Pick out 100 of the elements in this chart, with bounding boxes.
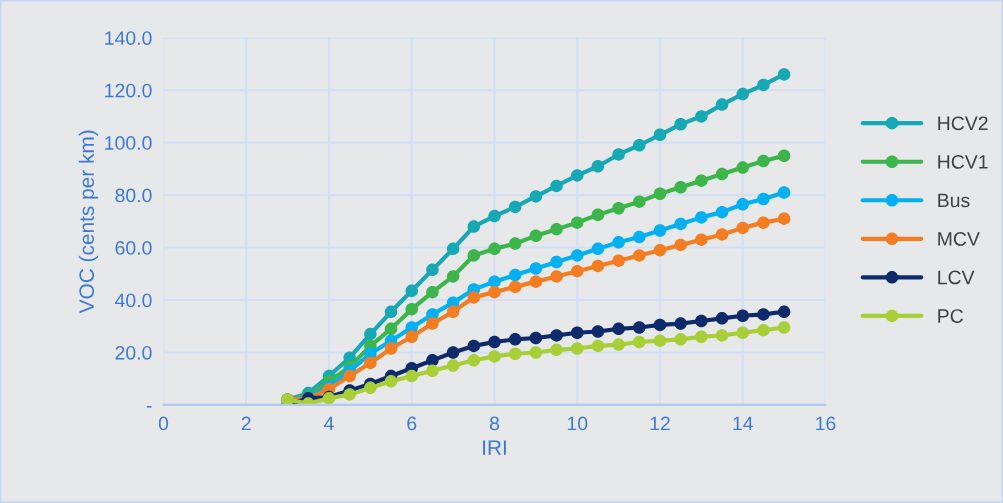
point (570, 342, 584, 355)
point (550, 179, 563, 193)
point (674, 217, 687, 231)
point (757, 78, 770, 92)
point (426, 285, 439, 299)
point (529, 190, 543, 203)
point (612, 254, 625, 267)
y-tick-label: 40.0 (114, 293, 152, 308)
x-tick-label: 16 (816, 416, 836, 431)
point (364, 327, 377, 341)
point (777, 186, 791, 199)
point (695, 110, 708, 123)
point (508, 333, 522, 346)
y-tick-label: 80.0 (115, 188, 152, 203)
point (757, 308, 770, 321)
y-tick-label: 100.0 (105, 136, 152, 150)
point (508, 237, 522, 250)
point (777, 321, 791, 334)
point (591, 339, 605, 353)
point (612, 236, 625, 249)
point (715, 329, 729, 342)
point (508, 280, 522, 294)
legend-label: LCV (938, 270, 975, 285)
point (633, 249, 646, 262)
point (446, 359, 460, 372)
point (653, 243, 667, 257)
point (467, 249, 481, 262)
point (653, 224, 667, 237)
point (446, 242, 460, 256)
legend-label: HCV2 (938, 116, 988, 131)
point (633, 139, 646, 152)
point (736, 221, 749, 235)
point (426, 364, 439, 378)
point (736, 87, 749, 101)
point (446, 270, 460, 283)
y-axis-title: VOC (cents per km) (78, 130, 99, 314)
point (488, 285, 501, 299)
point (529, 275, 543, 288)
point (715, 312, 729, 325)
point (529, 229, 543, 242)
point (426, 317, 439, 330)
legend-label: MCV (938, 232, 980, 246)
point (777, 212, 791, 225)
point (384, 375, 398, 388)
point (695, 233, 708, 246)
point (570, 326, 584, 340)
point (633, 195, 646, 208)
point (777, 68, 791, 81)
y-tick-label: - (146, 406, 152, 408)
point (446, 305, 460, 319)
legend-label: HCV1 (938, 154, 988, 169)
point (674, 317, 687, 330)
point (715, 205, 729, 219)
point (633, 230, 646, 244)
x-tick-label: 2 (241, 416, 251, 431)
point (736, 326, 749, 340)
point (364, 356, 377, 370)
point (384, 342, 398, 355)
point (736, 161, 749, 174)
point (488, 335, 501, 349)
point (612, 322, 625, 336)
point (467, 354, 481, 367)
point (384, 305, 398, 319)
point (757, 192, 770, 206)
point (591, 242, 605, 256)
point (508, 347, 522, 361)
y-tick-label: 60.0 (115, 241, 152, 255)
point (633, 335, 646, 349)
point (550, 329, 563, 342)
point (695, 330, 708, 343)
point (653, 187, 667, 201)
point (715, 228, 729, 241)
point (529, 331, 543, 345)
y-tick-label: 120.0 (105, 83, 152, 98)
point (405, 330, 418, 343)
x-tick-label: 6 (407, 416, 417, 431)
point (653, 318, 667, 332)
y-tick-label: 140.0 (105, 31, 152, 45)
x-tick-label: 4 (324, 416, 334, 431)
point (529, 346, 543, 359)
point (550, 343, 563, 357)
point (550, 270, 563, 283)
point (653, 128, 667, 142)
point (426, 354, 439, 367)
point (467, 291, 481, 304)
point (488, 242, 501, 256)
point (364, 381, 377, 395)
point (653, 334, 667, 347)
point (570, 264, 584, 278)
legend-label: Bus (938, 193, 970, 208)
point (736, 198, 749, 211)
point (695, 211, 708, 224)
point (570, 216, 584, 229)
point (715, 167, 729, 181)
point (591, 325, 605, 338)
point (715, 98, 729, 111)
point (674, 118, 687, 131)
point (674, 333, 687, 346)
x-tick-label: 12 (650, 416, 670, 431)
point (736, 309, 749, 322)
